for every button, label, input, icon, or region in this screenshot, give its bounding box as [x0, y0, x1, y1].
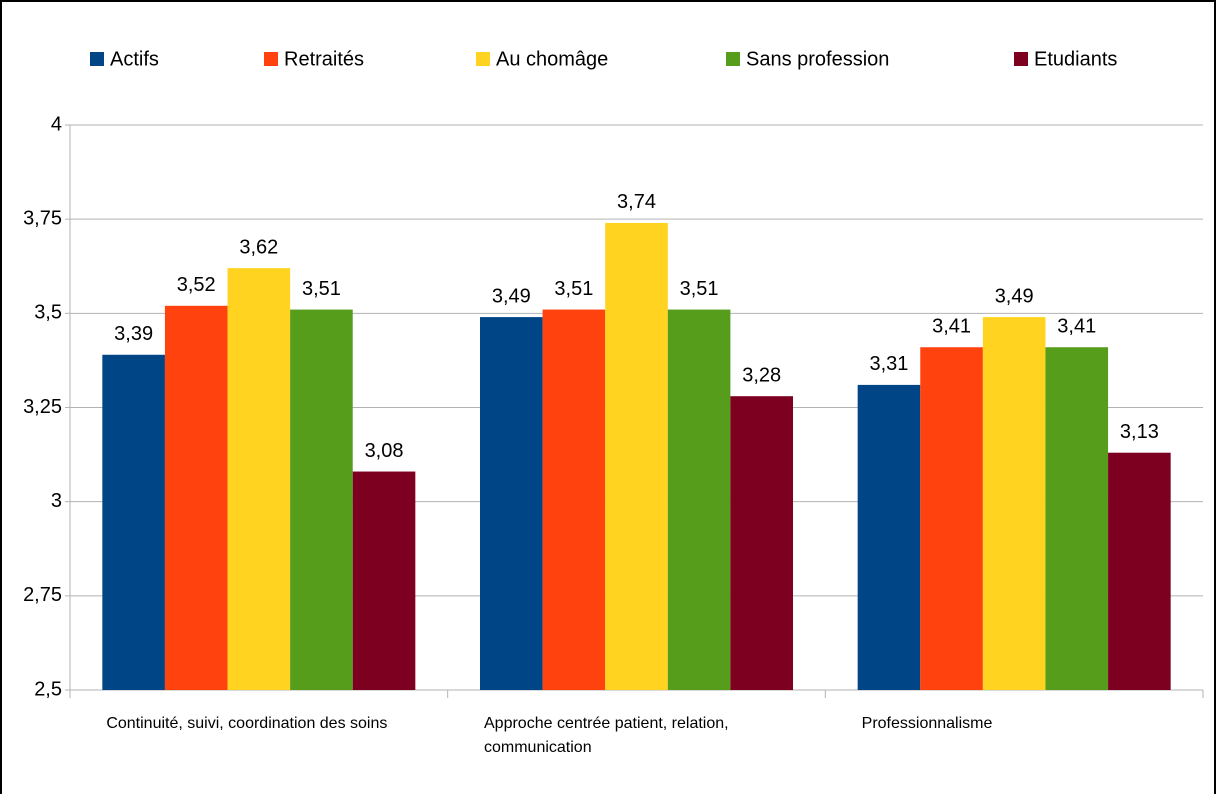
value-label: 3,51 [302, 278, 341, 300]
value-label: 3,51 [680, 278, 719, 300]
x-tick-label: Approche centrée patient, relation, comm… [484, 715, 729, 756]
x-tick-label: Professionnalisme [861, 715, 993, 732]
y-tick-label: 3,5 [34, 302, 62, 324]
bar [857, 384, 921, 690]
bar [480, 317, 543, 690]
bar [667, 309, 731, 690]
bar [1108, 452, 1171, 690]
bar [542, 309, 606, 690]
legend-swatch [476, 52, 490, 66]
bar [982, 317, 1046, 690]
value-label: 3,49 [995, 285, 1034, 307]
value-label: 3,41 [1057, 316, 1096, 338]
value-label: 3,51 [554, 278, 593, 300]
y-tick-label: 3,25 [23, 396, 62, 418]
y-tick-label: 4 [51, 113, 62, 135]
y-tick-label: 3 [51, 490, 62, 512]
bar [290, 309, 353, 690]
y-tick-label: 2,5 [34, 678, 62, 700]
legend-label: Retraités [284, 48, 364, 70]
value-label: 3,62 [239, 236, 278, 258]
value-label: 3,08 [365, 440, 404, 462]
bar [164, 305, 228, 690]
y-tick-label: 2,75 [23, 584, 62, 606]
legend-label: Au chomâge [496, 48, 608, 70]
bar [352, 471, 416, 690]
value-label: 3,13 [1120, 421, 1159, 443]
value-label: 3,39 [114, 323, 153, 345]
legend-label: Sans profession [746, 48, 889, 70]
value-label: 3,28 [742, 364, 781, 386]
value-label: 3,74 [617, 191, 656, 213]
value-label: 3,49 [492, 285, 531, 307]
legend-swatch [1014, 52, 1028, 66]
legend-swatch [264, 52, 278, 66]
bar [1045, 347, 1109, 690]
value-label: 3,31 [869, 353, 908, 375]
bar [227, 268, 291, 690]
bar [102, 354, 165, 690]
value-label: 3,52 [177, 274, 216, 296]
bar [605, 222, 668, 690]
y-tick-label: 3,75 [23, 207, 62, 229]
legend-label: Actifs [110, 48, 159, 70]
value-label: 3,41 [932, 316, 971, 338]
legend-swatch [726, 52, 740, 66]
x-tick-label: Continuité, suivi, coordination des soin… [106, 715, 388, 732]
bar [920, 347, 983, 690]
bar [730, 396, 793, 690]
legend-swatch [90, 52, 104, 66]
legend-label: Etudiants [1034, 48, 1117, 70]
